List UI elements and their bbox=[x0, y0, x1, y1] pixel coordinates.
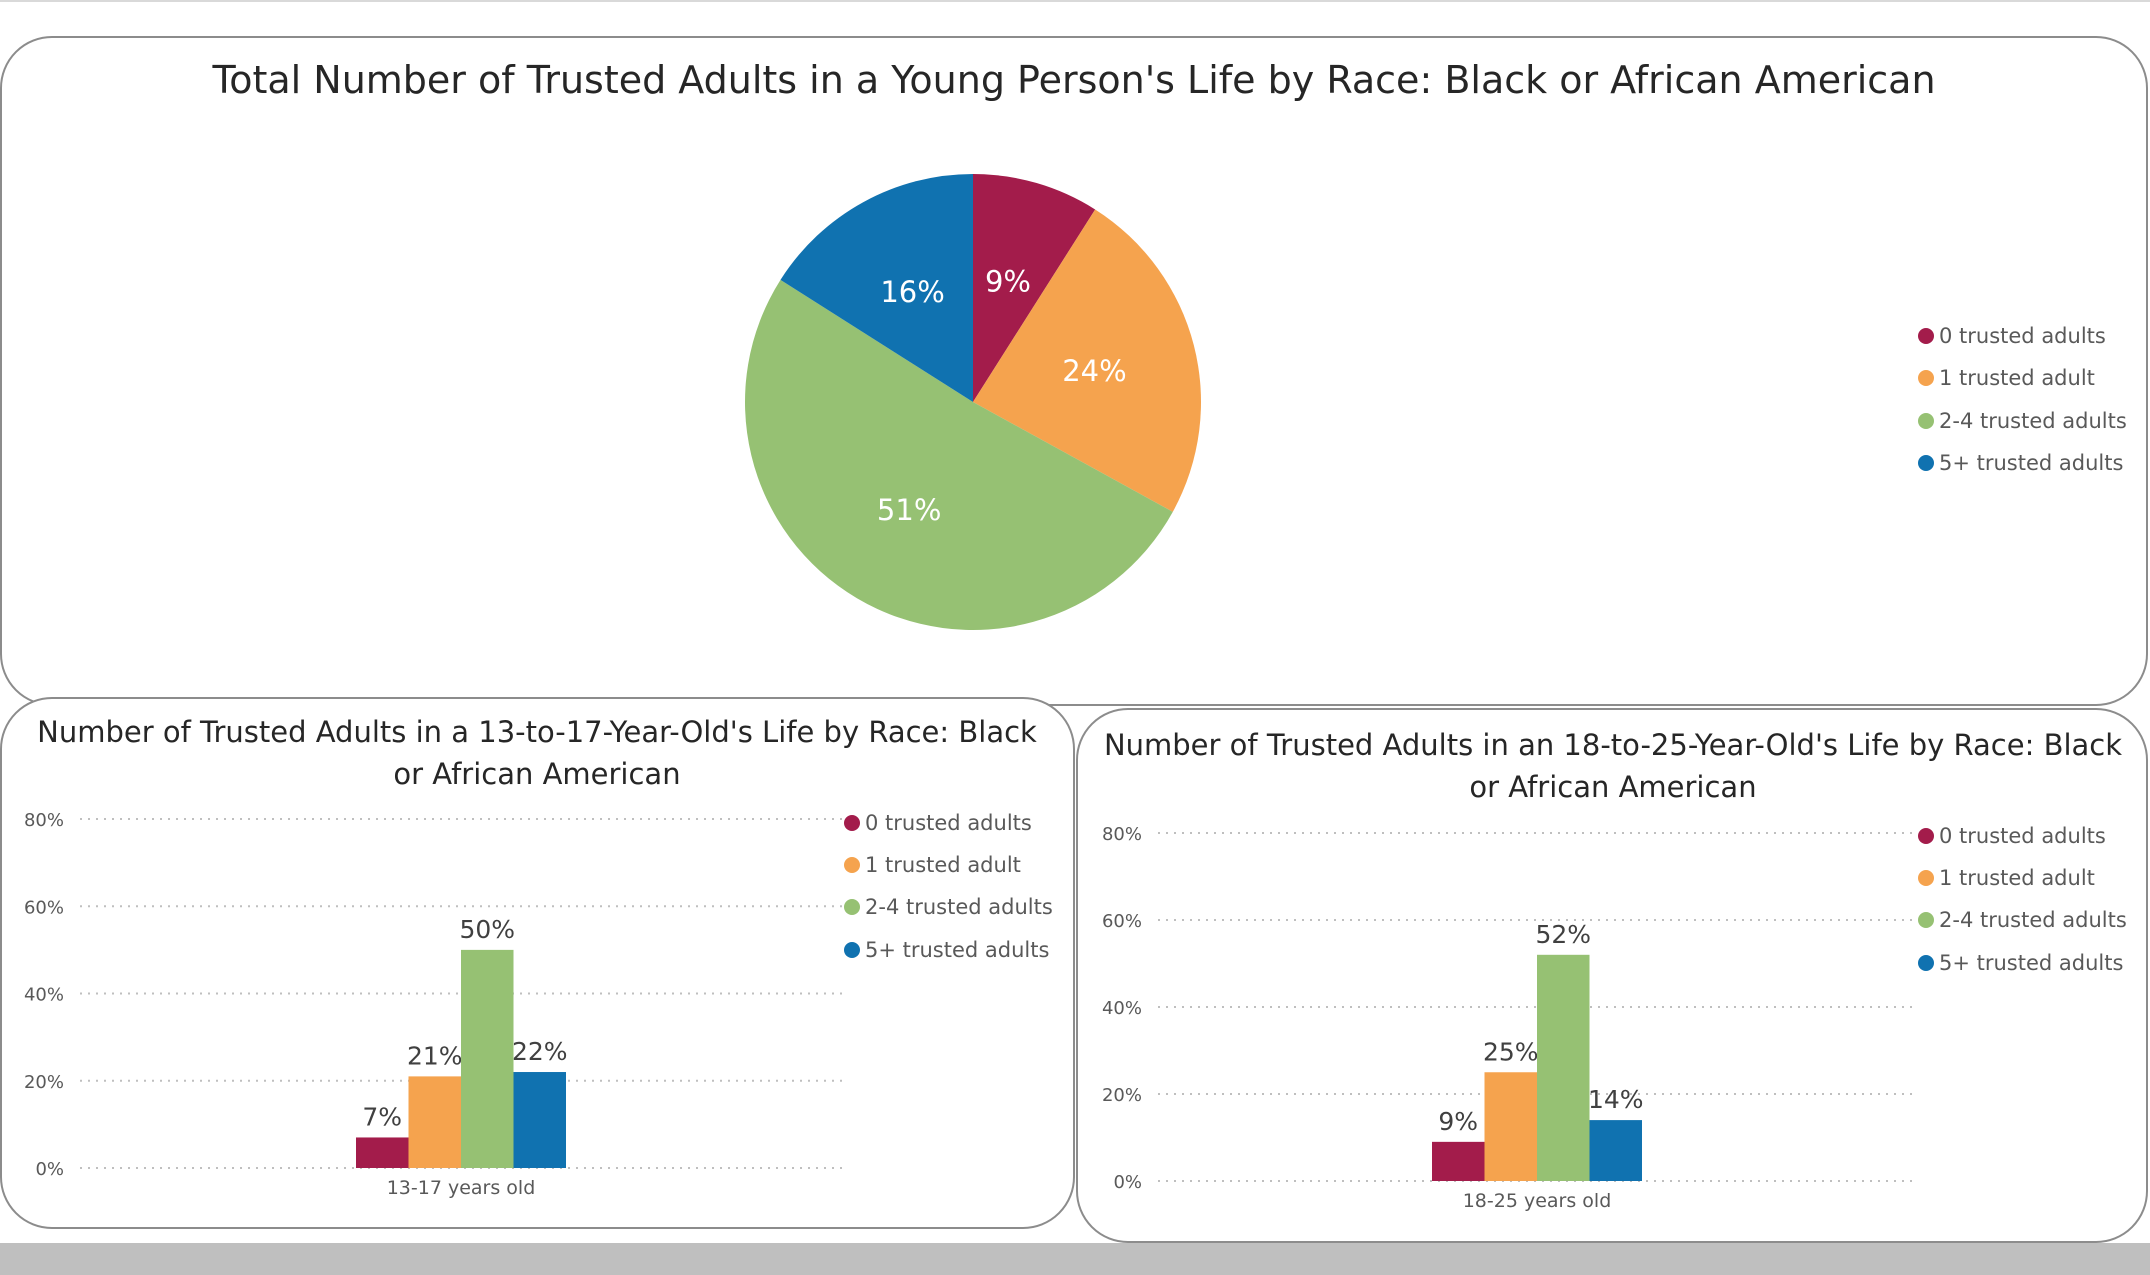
legend-label: 0 trusted adults bbox=[1939, 824, 2106, 848]
bar-chart-13-17-panel: Number of Trusted Adults in a 13-to-17-Y… bbox=[0, 697, 1075, 1229]
bar-chart-13-17: 0% 20% 40% 60% 80% 7% 21% 50% 22% 13-17 years old bbox=[24, 810, 842, 1199]
bottom-band bbox=[0, 1243, 2150, 1275]
pie-slice-1-trusted bbox=[973, 209, 1202, 512]
bar-data-label-2-4-trusted: 52% bbox=[1535, 920, 1591, 949]
pie-data-label-2-4-trusted: 51% bbox=[877, 493, 941, 527]
legend-item-5-plus: 5+ trusted adults bbox=[1918, 451, 2123, 475]
y-tick-label: 20% bbox=[1102, 1085, 1142, 1106]
legend-item-5-plus: 5+ trusted adults bbox=[1918, 951, 2123, 975]
bar-0-trusted bbox=[1432, 1141, 1485, 1181]
legend-item-1-trusted: 1 trusted adult bbox=[1918, 366, 2095, 390]
bar-data-label-5-plus: 14% bbox=[1588, 1085, 1644, 1114]
pie-slice-2-4-trusted bbox=[745, 279, 1173, 630]
legend-item-2-4-trusted: 2-4 trusted adults bbox=[1918, 908, 2127, 932]
legend-swatch-2-4-trusted bbox=[844, 899, 860, 915]
bar-2-4-trusted bbox=[461, 949, 514, 1168]
pie-chart-title: Total Number of Trusted Adults in a Youn… bbox=[212, 58, 1936, 102]
y-tick-label: 60% bbox=[24, 897, 64, 918]
top-border-line bbox=[0, 0, 2150, 2]
bar-chart-13-17-title: Number of Trusted Adults in a 13-to-17-Y… bbox=[37, 715, 1037, 791]
legend-label: 0 trusted adults bbox=[865, 811, 1032, 835]
legend-label: 5+ trusted adults bbox=[1939, 451, 2124, 475]
legend-label: 0 trusted adults bbox=[1939, 324, 2106, 348]
pie-data-label-0-trusted: 9% bbox=[985, 265, 1031, 299]
x-category-label: 13-17 years old bbox=[387, 1177, 536, 1199]
bar-1-trusted bbox=[408, 1076, 461, 1168]
pie-data-label-1-trusted: 24% bbox=[1062, 354, 1126, 388]
bar-data-label-5-plus: 22% bbox=[512, 1037, 568, 1066]
legend-swatch-0-trusted bbox=[1918, 828, 1934, 844]
legend-swatch-1-trusted bbox=[1918, 870, 1934, 886]
pie-chart: 9% 24% 51% 16% bbox=[745, 174, 1202, 630]
y-tick-label: 80% bbox=[24, 810, 64, 831]
legend-item-1-trusted: 1 trusted adult bbox=[1918, 866, 2095, 890]
legend-label: 1 trusted adult bbox=[1939, 866, 2095, 890]
x-category-label: 18-25 years old bbox=[1463, 1190, 1612, 1212]
legend-item-0-trusted: 0 trusted adults bbox=[1918, 324, 2106, 348]
y-tick-label: 0% bbox=[1113, 1172, 1142, 1193]
pie-data-label-5-plus: 16% bbox=[880, 275, 944, 309]
legend-item-1-trusted: 1 trusted adult bbox=[844, 853, 1021, 877]
y-tick-label: 20% bbox=[24, 1072, 64, 1093]
bar-2-4-trusted bbox=[1537, 954, 1590, 1181]
bar-5-plus bbox=[1589, 1120, 1642, 1181]
legend-swatch-2-4-trusted bbox=[1918, 413, 1934, 429]
bar-data-label-0-trusted: 9% bbox=[1438, 1107, 1478, 1136]
pie-slice-5-plus bbox=[780, 174, 973, 402]
bar-chart-18-25: 0% 20% 40% 60% 80% 9% 25% 52% 14% 18-25 years old bbox=[1102, 824, 1918, 1212]
y-tick-label: 40% bbox=[1102, 998, 1142, 1019]
legend-swatch-0-trusted bbox=[1918, 328, 1934, 344]
legend-item-0-trusted: 0 trusted adults bbox=[844, 811, 1032, 835]
legend-swatch-5-plus bbox=[1918, 955, 1934, 971]
legend-swatch-1-trusted bbox=[844, 857, 860, 873]
legend-label: 1 trusted adult bbox=[1939, 366, 2095, 390]
bar-data-label-1-trusted: 25% bbox=[1483, 1037, 1539, 1066]
bar-chart-18-25-panel: Number of Trusted Adults in an 18-to-25-… bbox=[1076, 708, 2148, 1243]
y-tick-label: 40% bbox=[24, 985, 64, 1006]
legend-label: 5+ trusted adults bbox=[865, 938, 1050, 962]
bar-0-trusted bbox=[356, 1137, 409, 1168]
legend-swatch-2-4-trusted bbox=[1918, 912, 1934, 928]
legend-label: 1 trusted adult bbox=[865, 853, 1021, 877]
legend-item-0-trusted: 0 trusted adults bbox=[1918, 824, 2106, 848]
pie-chart-panel: Total Number of Trusted Adults in a Youn… bbox=[0, 36, 2148, 706]
y-tick-label: 80% bbox=[1102, 824, 1142, 845]
legend-swatch-1-trusted bbox=[1918, 370, 1934, 386]
bar-data-label-2-4-trusted: 50% bbox=[459, 915, 515, 944]
legend-swatch-5-plus bbox=[1918, 455, 1934, 471]
legend-label: 5+ trusted adults bbox=[1939, 951, 2124, 975]
legend-item-2-4-trusted: 2-4 trusted adults bbox=[844, 895, 1053, 919]
bar-5-plus bbox=[513, 1072, 566, 1168]
bar-data-label-1-trusted: 21% bbox=[407, 1041, 463, 1070]
y-tick-label: 60% bbox=[1102, 911, 1142, 932]
legend-label: 2-4 trusted adults bbox=[1939, 409, 2127, 433]
legend-label: 2-4 trusted adults bbox=[865, 895, 1053, 919]
bar-1-trusted bbox=[1484, 1072, 1537, 1181]
legend-swatch-0-trusted bbox=[844, 815, 860, 831]
legend-label: 2-4 trusted adults bbox=[1939, 908, 2127, 932]
pie-slice-0-trusted bbox=[973, 174, 1096, 402]
legend-item-5-plus: 5+ trusted adults bbox=[844, 938, 1049, 962]
y-tick-label: 0% bbox=[35, 1159, 64, 1180]
legend-swatch-5-plus bbox=[844, 942, 860, 958]
legend-item-2-4-trusted: 2-4 trusted adults bbox=[1918, 409, 2127, 433]
bar-chart-18-25-title: Number of Trusted Adults in an 18-to-25-… bbox=[1103, 728, 2123, 804]
bar-data-label-0-trusted: 7% bbox=[362, 1102, 402, 1131]
